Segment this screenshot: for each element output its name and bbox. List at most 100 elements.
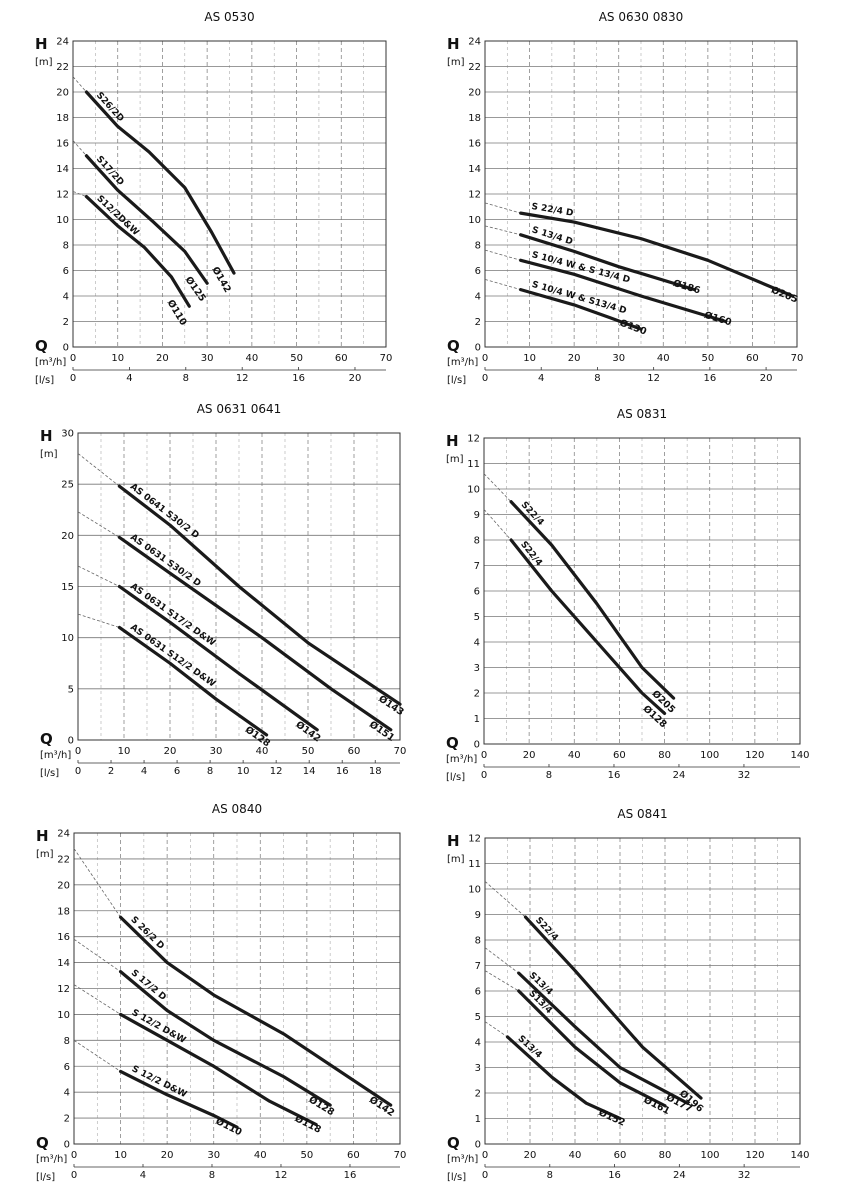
y-tick-label: 2 — [63, 317, 69, 328]
curve-extrapolation — [72, 191, 87, 197]
y-tick-label: 12 — [56, 190, 69, 201]
y-tick-label: 20 — [61, 531, 74, 542]
ls-tick-label: 6 — [174, 766, 180, 777]
pump-curve-line — [519, 288, 643, 331]
curve-extrapolation — [484, 881, 526, 918]
plot-frame — [484, 837, 801, 1145]
y-tick-label: 8 — [475, 241, 481, 252]
y-tick-label: 22 — [56, 62, 69, 73]
ls-tick-label: 8 — [183, 373, 189, 384]
x-tick-label: 30 — [201, 353, 214, 364]
h-axis-letter: H — [446, 432, 459, 450]
curve-extrapolation — [73, 984, 121, 1015]
x-tick-label: 10 — [523, 353, 536, 364]
chart-title: AS 0840 — [212, 802, 262, 816]
ls-tick-label: 4 — [126, 373, 132, 384]
y-tick-label: 20 — [57, 880, 70, 891]
y-tick-label: 14 — [56, 164, 69, 175]
x-tick-label: 10 — [118, 746, 131, 757]
curve-extrapolation — [484, 225, 521, 236]
ls-tick-label: 12 — [270, 766, 283, 777]
x-tick-label: 40 — [657, 353, 670, 364]
y-tick-label: 6 — [475, 266, 481, 277]
y-tick-label: 0 — [63, 343, 69, 354]
pump-curve-line — [118, 1069, 239, 1129]
pump-curve-line — [517, 971, 690, 1105]
y-tick-label: 8 — [63, 241, 69, 252]
y-tick-label: 7 — [474, 561, 480, 572]
curve-extrapolation — [484, 279, 521, 291]
x-tick-label: 60 — [613, 750, 626, 761]
x-tick-label: 30 — [207, 1150, 220, 1161]
h-axis-letter: H — [35, 35, 48, 53]
curve-extrapolation — [73, 1040, 121, 1072]
impeller-diameter-label: Ø130 — [618, 318, 648, 338]
x-tick-label: 0 — [70, 353, 76, 364]
ls-tick-label: 24 — [673, 1170, 686, 1181]
q-axis-letter: Q — [40, 730, 53, 748]
curve-name-label: AS 0641 S30/2 D — [128, 482, 201, 541]
y-tick-label: 18 — [57, 906, 70, 917]
ls-tick-label: 32 — [738, 1170, 751, 1181]
x-tick-label: 60 — [348, 746, 361, 757]
y-tick-label: 0 — [475, 1140, 481, 1151]
y-tick-label: 6 — [475, 987, 481, 998]
y-tick-label: 24 — [56, 37, 69, 48]
ls-tick-label: 10 — [237, 766, 250, 777]
pump-curve-line — [117, 535, 393, 732]
y-tick-label: 2 — [475, 317, 481, 328]
ls-tick-label: 16 — [292, 373, 305, 384]
ls-tick-label: 20 — [760, 373, 773, 384]
x-tick-label: 20 — [156, 353, 169, 364]
x-tick-label: 0 — [481, 750, 487, 761]
h-axis-letter: H — [447, 35, 460, 53]
x-tick-label: 40 — [568, 750, 581, 761]
y-tick-label: 4 — [63, 292, 69, 303]
q-axis-unit-ls: [l/s] — [36, 1172, 55, 1183]
plot-frame — [483, 437, 801, 745]
x-tick-label: 50 — [302, 746, 315, 757]
y-tick-label: 1 — [475, 1114, 481, 1125]
y-tick-label: 20 — [468, 88, 481, 99]
pump-curve-line — [509, 538, 667, 716]
pump-curve-line — [523, 915, 703, 1100]
q-axis-letter: Q — [447, 1134, 460, 1152]
q-axis-unit-m3h: [m³/h] — [447, 1154, 478, 1165]
y-tick-label: 9 — [475, 910, 481, 921]
q-axis-unit-ls: [l/s] — [447, 375, 466, 386]
pump-curve-line — [84, 194, 191, 308]
curve-extrapolation — [77, 453, 120, 487]
impeller-diameter-label: Ø186 — [672, 278, 702, 297]
chart-title: AS 0841 — [617, 807, 667, 821]
ls-tick-label: 8 — [207, 766, 213, 777]
x-tick-label: 20 — [524, 1150, 537, 1161]
h-axis-unit: [m] — [447, 57, 465, 68]
impeller-diameter-label: Ø205 — [769, 285, 799, 306]
curve-extrapolation — [77, 511, 120, 538]
ls-tick-label: 12 — [275, 1170, 288, 1181]
x-tick-label: 60 — [347, 1150, 360, 1161]
q-axis-unit-ls: [l/s] — [447, 1172, 466, 1183]
x-tick-label: 20 — [523, 750, 536, 761]
pump-curve-line — [84, 90, 236, 275]
ls-tick-label: 12 — [647, 373, 660, 384]
pump-curve-line — [117, 484, 402, 706]
y-tick-label: 30 — [61, 429, 74, 440]
x-tick-label: 70 — [394, 746, 407, 757]
x-tick-label: 20 — [568, 353, 581, 364]
x-tick-label: 0 — [482, 353, 488, 364]
ls-tick-label: 2 — [108, 766, 114, 777]
y-tick-label: 22 — [57, 854, 70, 865]
curve-extrapolation — [484, 1021, 508, 1038]
h-axis-unit: [m] — [447, 854, 465, 865]
y-tick-label: 0 — [64, 1140, 70, 1151]
ls-tick-label: 24 — [673, 770, 686, 781]
impeller-diameter-label: Ø118 — [293, 1113, 323, 1136]
curve-extrapolation — [484, 947, 519, 974]
chart-title: AS 0530 — [204, 10, 254, 24]
x-tick-label: 70 — [791, 353, 804, 364]
